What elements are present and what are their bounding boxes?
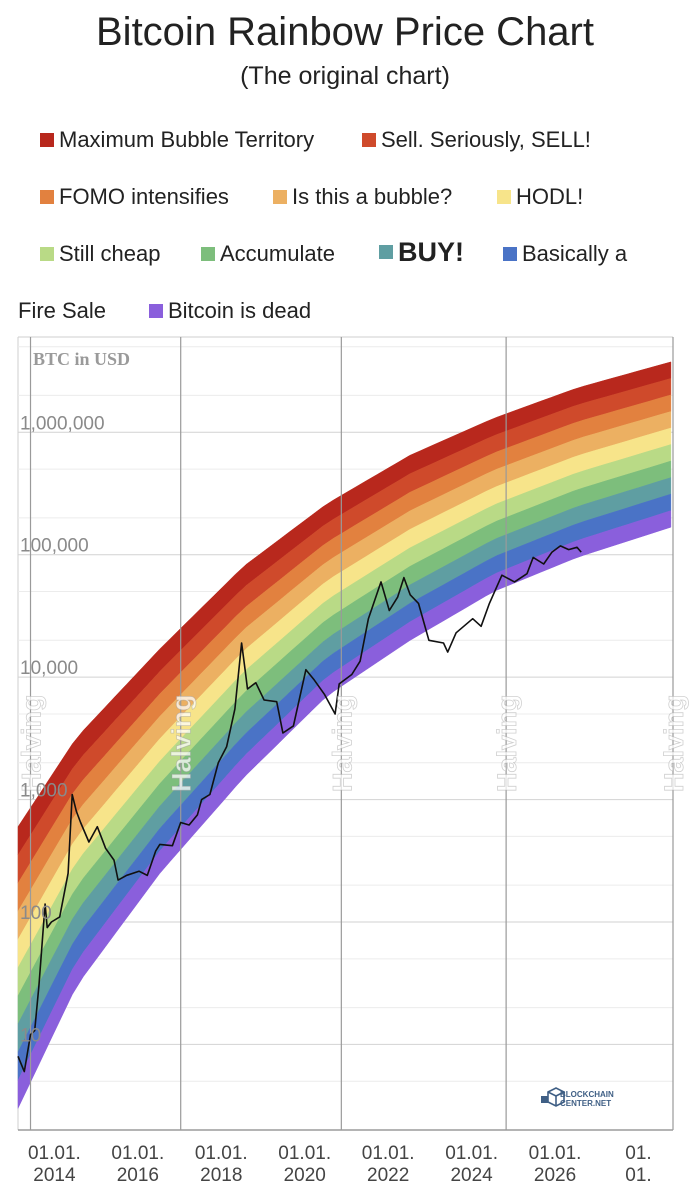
legend-swatch (497, 190, 511, 204)
blockchaincenter-logo: BLOCKCHAIN CENTER.NET (541, 1087, 614, 1108)
legend-label: FOMO intensifies (59, 184, 229, 209)
x-tick-label-line2: 2018 (200, 1165, 242, 1186)
y-tick-label: 10,000 (20, 658, 78, 679)
legend-label: HODL! (516, 184, 584, 209)
legend-item-still-cheap: Still cheap (40, 239, 161, 269)
x-tick-label-line1: 01.01. (529, 1143, 582, 1164)
legend-label: Maximum Bubble Territory (59, 127, 315, 152)
rainbow-band (17, 510, 672, 1109)
x-tick-label-line1: 01. (625, 1143, 651, 1164)
legend-label: Accumulate (220, 241, 335, 266)
x-tick-label-line2: 2022 (367, 1165, 409, 1186)
legend-swatch (40, 133, 54, 147)
chart-title: Bitcoin Rainbow Price Chart (96, 10, 594, 54)
y-tick-label: 1,000,000 (20, 413, 105, 434)
legend-wrap-text: Fire Sale (18, 298, 107, 323)
x-tick-label-line2: 2026 (534, 1165, 576, 1186)
legend-item-sell: Sell. Seriously, SELL! (362, 125, 591, 155)
y-tick-label: 100,000 (20, 536, 89, 557)
x-tick-label-line2: 2020 (284, 1165, 326, 1186)
cube-icon (541, 1087, 565, 1107)
x-tick-label-line1: 01.01. (445, 1143, 498, 1164)
x-tick-label-line1: 01.01. (28, 1143, 81, 1164)
y-axis-title: BTC in USD (33, 349, 130, 369)
y-tick-label: 1,000 (20, 781, 68, 802)
x-tick-label-line2: 2014 (33, 1165, 76, 1186)
legend-item-maximum-bubble: Maximum Bubble Territory (40, 125, 314, 155)
x-tick-label-line2: 2024 (450, 1165, 493, 1186)
legend-item-hodl: HODL! (497, 182, 583, 212)
legend-item-bitcoin-is-dead: Bitcoin is dead (149, 296, 311, 326)
legend-item-fomo: FOMO intensifies (40, 182, 229, 212)
rainbow-chart: Halving Halving Halving Halving Halving 1010… (16, 336, 689, 1186)
legend-swatch (201, 247, 215, 261)
logo-line-2: CENTER.NET (560, 1099, 611, 1108)
legend-swatch (149, 304, 163, 318)
legend-label: Basically a (522, 241, 628, 266)
x-tick-label-line2: 01. (625, 1165, 651, 1186)
legend-swatch (379, 245, 393, 259)
legend-item-buy: BUY! (379, 237, 464, 267)
logo-line-1: BLOCKCHAIN (560, 1090, 614, 1099)
price-series (17, 545, 582, 1073)
x-tick-label-line2: 2016 (117, 1165, 159, 1186)
y-tick-label: 10 (20, 1025, 41, 1046)
legend-item-accumulate: Accumulate (201, 239, 335, 269)
legend-label: BUY! (398, 236, 464, 267)
x-tick-label-line1: 01.01. (111, 1143, 164, 1164)
legend-label: Still cheap (59, 241, 161, 266)
halving-label: Halving (492, 694, 522, 792)
legend-swatch (40, 247, 54, 261)
halving-label: Halving (17, 694, 47, 792)
y-tick-label: 100 (20, 903, 52, 924)
chart-subtitle: (The original chart) (240, 62, 450, 90)
price-line (17, 545, 582, 1073)
legend-swatch (273, 190, 287, 204)
legend-label: Bitcoin is dead (168, 298, 312, 323)
legend-swatch (362, 133, 376, 147)
legend-item-bubble: Is this a bubble? (273, 182, 452, 212)
rainbow-bands (17, 361, 672, 1109)
x-axis-labels: 01.01.201401.01.201601.01.201801.01.2020… (28, 1143, 652, 1186)
halving-label: Halving (167, 694, 197, 792)
legend-label: Is this a bubble? (292, 184, 453, 209)
x-tick-label-line1: 01.01. (362, 1143, 415, 1164)
legend-swatch (503, 247, 517, 261)
legend-swatch (40, 190, 54, 204)
halving-label: Halving (659, 694, 689, 792)
halving-lines (29, 337, 674, 1130)
legend-item-basically-a: Basically a (503, 239, 627, 269)
y-axis-labels: 10 100 1,000 10,000 100,000 1,000,000 (20, 413, 105, 1046)
x-tick-label-line1: 01.01. (195, 1143, 248, 1164)
legend-label: Sell. Seriously, SELL! (381, 127, 591, 152)
x-tick-label-line1: 01.01. (278, 1143, 331, 1164)
halving-labels: Halving Halving Halving Halving Halving (16, 694, 689, 792)
halving-label: Halving (327, 694, 357, 792)
